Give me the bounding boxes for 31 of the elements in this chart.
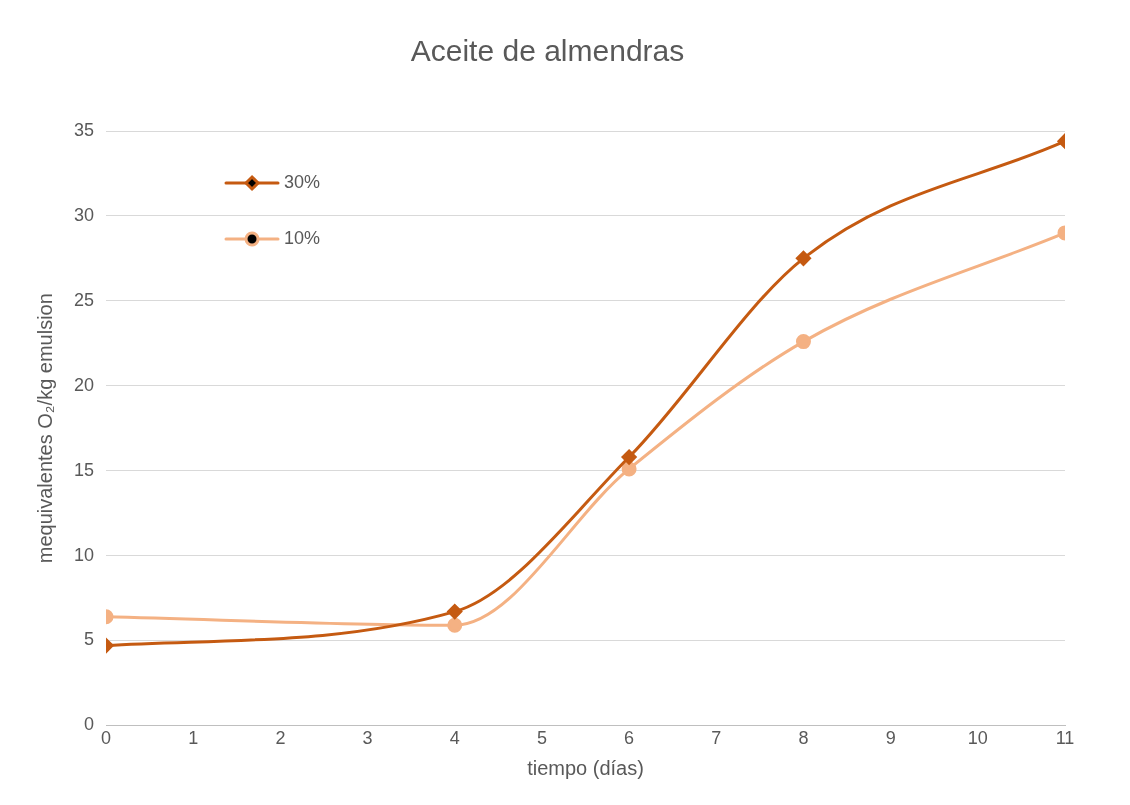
x-tick-label: 10 <box>967 728 988 749</box>
x-tick-label: 4 <box>449 728 460 749</box>
x-axis-title: tiempo (días) <box>527 756 644 779</box>
y-tick-label: 35 <box>73 119 95 140</box>
x-tick-label: 6 <box>624 728 635 749</box>
point <box>795 250 811 266</box>
x-tick-label: 0 <box>101 728 112 749</box>
legend-label: 10% <box>284 227 321 248</box>
x-tick-label: 8 <box>798 728 809 749</box>
x-tick-label: 7 <box>711 728 722 749</box>
chart-title: Aceite de almendras <box>410 34 685 68</box>
x-tick-label: 1 <box>188 728 199 749</box>
x-tick-label: 5 <box>536 728 547 749</box>
point <box>447 604 463 620</box>
point <box>621 461 637 477</box>
x-tick-label: 3 <box>362 728 373 749</box>
point <box>621 449 637 465</box>
y-tick-label: 10 <box>73 544 95 565</box>
x-tick-label: 2 <box>275 728 286 749</box>
y-tick-label: 30 <box>73 204 95 225</box>
y-tick-label: 20 <box>73 374 95 395</box>
y-axis-title: mequivalentes O₂/kg emulsion <box>33 293 56 564</box>
x-tick-label: 9 <box>885 728 896 749</box>
x-tick-label: 11 <box>1055 728 1075 749</box>
y-tick-label: 5 <box>84 629 95 650</box>
y-tick-label: 0 <box>84 714 95 735</box>
y-tick-label: 25 <box>73 289 95 310</box>
point <box>447 617 463 633</box>
point <box>795 334 811 350</box>
legend-label: 30% <box>284 171 321 192</box>
y-tick-label: 15 <box>73 459 95 480</box>
